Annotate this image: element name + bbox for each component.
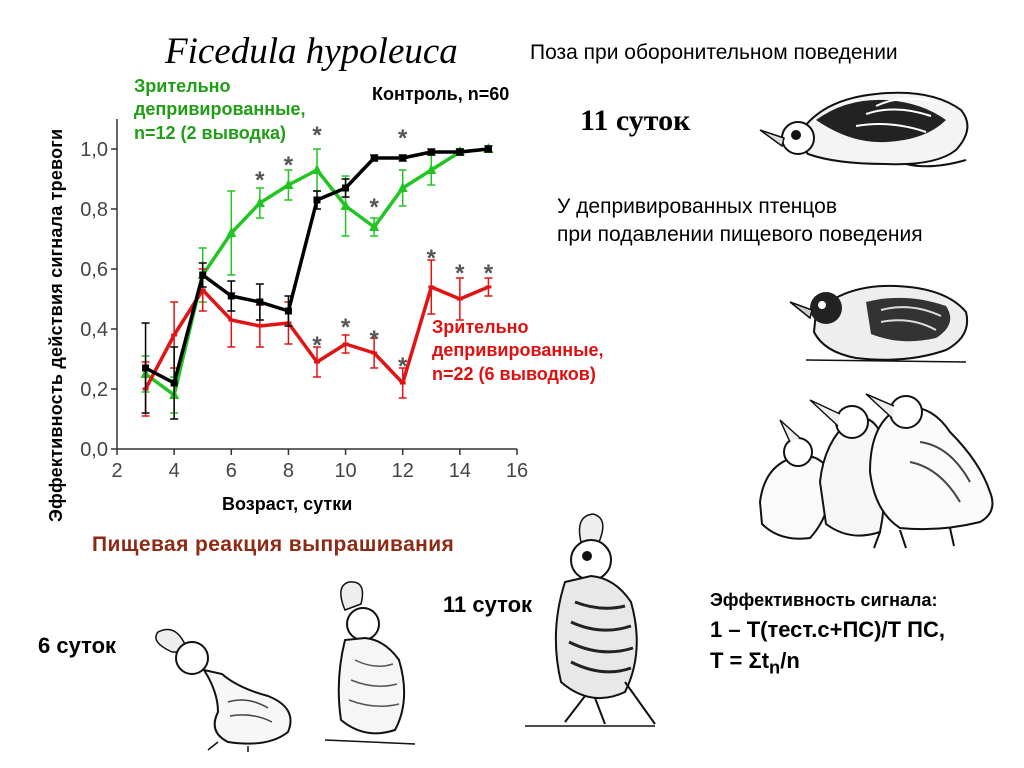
x-axis-label: Возраст, сутки	[222, 494, 353, 514]
deprived-note-line-1: У депривированных птенцов	[557, 195, 838, 218]
data-point	[199, 271, 207, 279]
formula-line-2-prefix: Т = Σt	[710, 647, 770, 673]
data-point	[427, 148, 435, 156]
pose-days-label: 11 суток	[580, 104, 691, 137]
series-label-deprived-6: Зрительно депривированные, n=22 (6 вывод…	[432, 316, 603, 386]
series-label-deprived-2-line-3: n=12 (2 выводка)	[134, 122, 286, 143]
significance-marker: *	[312, 332, 322, 359]
data-point	[284, 307, 292, 315]
data-point	[226, 227, 237, 237]
significance-marker: *	[398, 125, 408, 152]
significance-marker: *	[255, 167, 265, 194]
y-tick-label: 0,6	[80, 259, 108, 281]
series-label-deprived-6-line-2: депривированные,	[432, 340, 604, 361]
data-point	[313, 196, 321, 204]
x-tick-label: 10	[334, 460, 356, 482]
data-point	[254, 197, 265, 207]
x-tick-label: 12	[392, 460, 414, 482]
data-point	[227, 292, 235, 300]
x-tick-label: 16	[506, 460, 528, 482]
series-label-deprived-2: Зрительно депривированные, n=12 (2 вывод…	[134, 75, 305, 145]
formula-line-2-sub: n	[769, 656, 781, 678]
data-point	[484, 145, 492, 153]
suppressed-chick-illustration	[789, 284, 968, 363]
significance-marker: *	[284, 152, 294, 179]
data-point	[456, 148, 464, 156]
series-label-deprived-2-line-2: депривированные,	[134, 99, 306, 120]
deprived-note-line-2: при подавлении пищевого поведения	[557, 222, 923, 246]
begging-chick-6-days-back-illustration	[324, 581, 416, 745]
data-point	[370, 154, 378, 162]
series-0	[141, 145, 493, 420]
data-point	[428, 285, 435, 289]
data-point	[314, 360, 320, 364]
data-point	[171, 333, 178, 337]
x-tick-label: 14	[449, 460, 471, 482]
data-point	[256, 324, 263, 328]
chick-group-illustration	[758, 393, 994, 549]
series-label-deprived-2-line-1: Зрительно	[134, 76, 231, 96]
series-label-deprived-6-line-1: Зрительно	[432, 317, 529, 337]
significance-marker: *	[484, 260, 494, 287]
y-tick-label: 1,0	[80, 139, 108, 161]
data-point	[399, 154, 407, 162]
formula-title: Эффективность сигнала:	[710, 590, 938, 610]
data-point	[228, 318, 235, 322]
species-title: Ficedula hypoleuca	[165, 31, 458, 72]
series-label-deprived-6-line-3: n=22 (6 выводков)	[432, 363, 596, 384]
data-point	[340, 200, 351, 210]
data-point	[369, 221, 380, 231]
significance-marker: *	[455, 260, 465, 287]
x-tick-label: 4	[169, 460, 180, 482]
data-point	[485, 285, 492, 289]
pose-title: Поза при оборонительном поведении	[530, 41, 898, 64]
begging-title: Пищевая реакция выпрашивания	[92, 533, 455, 556]
data-point	[397, 182, 408, 192]
significance-marker: *	[341, 314, 351, 341]
y-tick-label: 0,4	[80, 319, 108, 341]
x-tick-label: 8	[283, 460, 294, 482]
begging-chick-6-days-front-illustration	[155, 628, 292, 752]
y-tick-label: 0,8	[80, 199, 108, 221]
data-point	[142, 364, 150, 372]
data-point	[170, 379, 178, 387]
label-6-days: 6 суток	[38, 633, 117, 658]
data-point	[312, 164, 322, 174]
formula-line-2: Т = Σtn/n	[710, 646, 945, 680]
formula-line-2-suffix: /n	[780, 647, 800, 673]
deprived-note: У депривированных птенцов при подавлении…	[557, 193, 923, 248]
significance-marker: *	[398, 353, 408, 380]
formula-line-1: 1 – Т(тест.с+ПС)/Т ПС,	[710, 617, 945, 642]
significance-marker: *	[369, 194, 379, 221]
y-tick-label: 0,2	[80, 379, 108, 401]
data-point	[283, 179, 294, 189]
defensive-chick-illustration	[759, 91, 969, 168]
x-tick-label: 6	[226, 460, 237, 482]
signal-formula: Эффективность сигнала: 1 – Т(тест.с+ПС)/…	[710, 590, 945, 680]
data-point	[371, 351, 378, 355]
significance-marker: *	[427, 245, 437, 272]
data-point	[199, 288, 206, 292]
data-point	[256, 298, 264, 306]
significance-marker: *	[369, 326, 379, 353]
data-point	[342, 184, 350, 192]
x-tick-label: 2	[111, 460, 122, 482]
data-point	[426, 164, 437, 174]
begging-chick-11-days-illustration	[525, 513, 656, 727]
label-11-days: 11 суток	[443, 592, 533, 617]
y-tick-label: 0,0	[80, 439, 108, 461]
significance-marker: *	[312, 122, 322, 149]
series-label-control: Контроль, n=60	[372, 84, 510, 104]
data-point	[456, 297, 463, 301]
data-point	[399, 381, 406, 385]
data-point	[342, 342, 349, 346]
